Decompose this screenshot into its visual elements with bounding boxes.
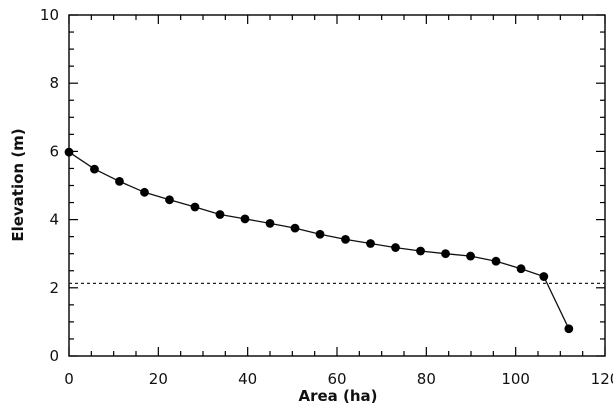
plot-frame [68,14,606,357]
x-tick-label: 60 [327,370,346,388]
tick-labels: 0 20 40 60 80 100 120 0 2 4 6 8 10 [40,6,613,388]
y-tick-label: 10 [40,6,59,24]
data-point [341,234,350,244]
data-point [564,324,574,334]
x-tick-label: 120 [591,370,613,388]
series-line [68,151,570,329]
data-point [416,246,425,256]
data-point [165,195,174,205]
data-point [366,239,375,248]
data-point [240,214,250,224]
x-tick-label: 20 [149,370,168,388]
data-point [64,147,74,157]
y-tick-label: 6 [49,142,59,160]
data-point [115,177,124,186]
data-point [90,164,99,174]
data-point [265,218,275,228]
x-tick-label: 0 [64,370,74,388]
data-point [215,210,225,219]
x-tick-label: 40 [238,370,257,388]
x-tick-label: 100 [501,370,530,388]
data-point [290,223,300,233]
data-point [140,187,149,197]
x-axis-title: Area (ha) [298,387,377,405]
data-point [516,264,526,274]
data-point [190,202,200,212]
data-point [391,243,400,252]
data-point [315,229,325,239]
data-point [441,249,450,259]
y-axis-title: Elevation (m) [9,128,27,241]
data-series [64,147,574,334]
data-point [491,256,501,266]
y-tick-label: 4 [49,211,59,229]
y-tick-label: 0 [49,347,59,365]
data-point [539,272,549,281]
y-tick-label: 8 [49,74,59,92]
axis-ticks [68,14,606,357]
x-tick-label: 80 [417,370,436,388]
y-tick-label: 2 [49,279,59,297]
data-point [466,251,475,261]
plot-border [68,14,606,357]
